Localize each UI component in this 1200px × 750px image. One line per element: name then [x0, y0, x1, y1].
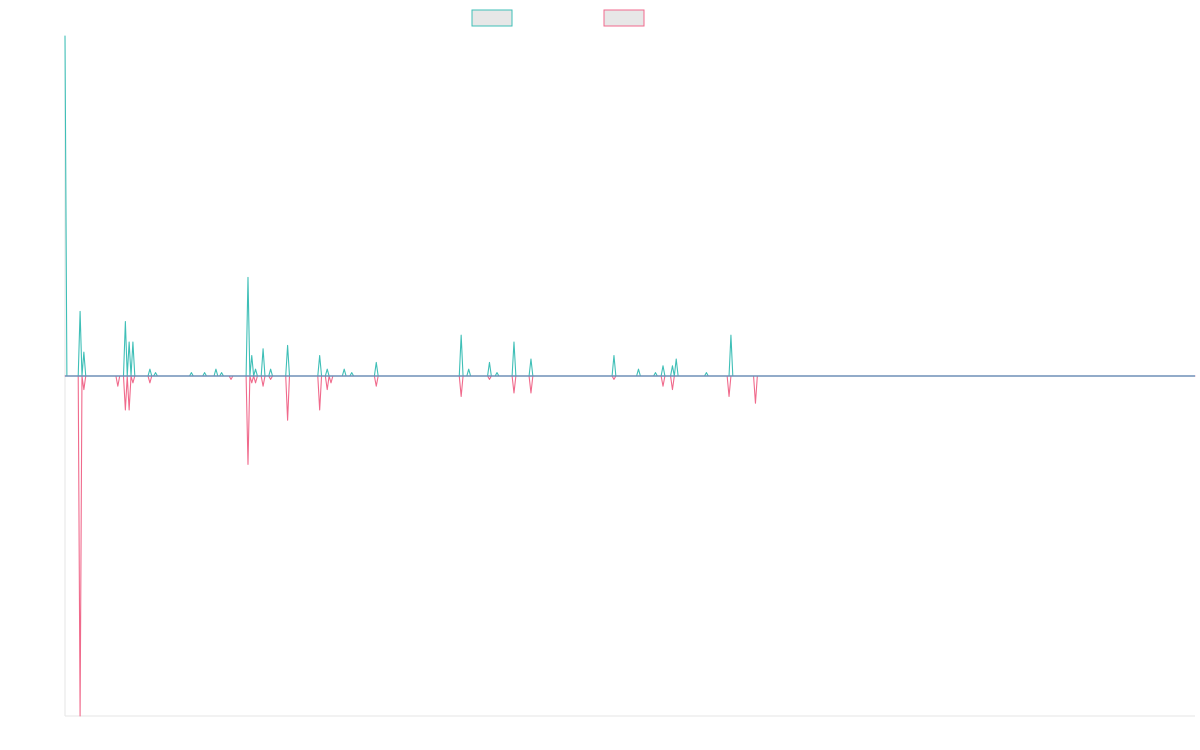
legend-item-series-2[interactable] [603, 9, 645, 27]
series-layer [64, 35, 1196, 717]
series-line-1 [64, 35, 1181, 377]
series-line-2 [64, 375, 1196, 717]
legend [471, 9, 645, 27]
legend-item-series-1[interactable] [471, 9, 513, 27]
